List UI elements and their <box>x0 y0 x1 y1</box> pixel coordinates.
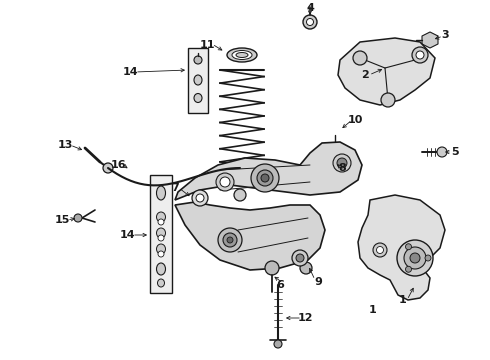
Text: 6: 6 <box>276 280 284 290</box>
Circle shape <box>373 243 387 257</box>
Polygon shape <box>422 32 438 48</box>
Text: 11: 11 <box>199 40 215 50</box>
Text: 1: 1 <box>368 305 376 315</box>
Circle shape <box>307 18 314 26</box>
Circle shape <box>303 15 317 29</box>
Ellipse shape <box>236 53 248 58</box>
Text: 8: 8 <box>338 163 346 173</box>
Text: 15: 15 <box>54 215 70 225</box>
Text: 16: 16 <box>110 160 126 170</box>
Text: 3: 3 <box>441 30 449 40</box>
Bar <box>150 175 172 293</box>
Bar <box>188 48 208 113</box>
Circle shape <box>196 194 204 202</box>
Circle shape <box>416 51 424 59</box>
Polygon shape <box>358 195 445 300</box>
Polygon shape <box>338 38 435 105</box>
Text: 2: 2 <box>361 70 369 80</box>
Circle shape <box>406 244 412 250</box>
Ellipse shape <box>156 228 166 238</box>
Circle shape <box>325 145 345 165</box>
Circle shape <box>265 261 279 275</box>
Circle shape <box>381 93 395 107</box>
Ellipse shape <box>156 244 166 254</box>
Circle shape <box>251 164 279 192</box>
Text: 14: 14 <box>122 67 138 77</box>
Text: 12: 12 <box>297 313 313 323</box>
Circle shape <box>220 177 230 187</box>
Circle shape <box>296 254 304 262</box>
Circle shape <box>406 266 412 272</box>
Circle shape <box>353 51 367 65</box>
Ellipse shape <box>194 75 202 85</box>
Circle shape <box>337 158 347 168</box>
Circle shape <box>300 262 312 274</box>
Circle shape <box>330 150 340 160</box>
Polygon shape <box>175 142 362 200</box>
Text: 7: 7 <box>171 183 179 193</box>
Circle shape <box>234 189 246 201</box>
Circle shape <box>410 253 420 263</box>
Ellipse shape <box>157 279 165 287</box>
Circle shape <box>376 247 384 253</box>
Ellipse shape <box>194 94 202 103</box>
Circle shape <box>412 47 428 63</box>
Text: 4: 4 <box>306 3 314 13</box>
Text: 10: 10 <box>347 115 363 125</box>
Ellipse shape <box>158 251 164 257</box>
Circle shape <box>292 250 308 266</box>
Circle shape <box>333 154 351 172</box>
Circle shape <box>227 237 233 243</box>
Ellipse shape <box>158 235 164 241</box>
Text: 13: 13 <box>57 140 73 150</box>
Text: 1: 1 <box>399 295 407 305</box>
Circle shape <box>261 174 269 182</box>
Circle shape <box>103 163 113 173</box>
Polygon shape <box>175 202 325 270</box>
Circle shape <box>404 247 426 269</box>
Ellipse shape <box>232 50 252 59</box>
Circle shape <box>257 170 273 186</box>
Circle shape <box>194 56 202 64</box>
Ellipse shape <box>227 48 257 62</box>
Text: 5: 5 <box>451 147 459 157</box>
Circle shape <box>216 173 234 191</box>
Ellipse shape <box>158 219 164 225</box>
Text: 9: 9 <box>314 277 322 287</box>
Circle shape <box>437 147 447 157</box>
Circle shape <box>74 214 82 222</box>
Circle shape <box>425 255 431 261</box>
Ellipse shape <box>156 263 166 275</box>
Text: 14: 14 <box>119 230 135 240</box>
Ellipse shape <box>156 212 166 222</box>
Circle shape <box>397 240 433 276</box>
Ellipse shape <box>156 186 166 200</box>
Circle shape <box>218 228 242 252</box>
Circle shape <box>192 190 208 206</box>
Circle shape <box>223 233 237 247</box>
Circle shape <box>274 340 282 348</box>
